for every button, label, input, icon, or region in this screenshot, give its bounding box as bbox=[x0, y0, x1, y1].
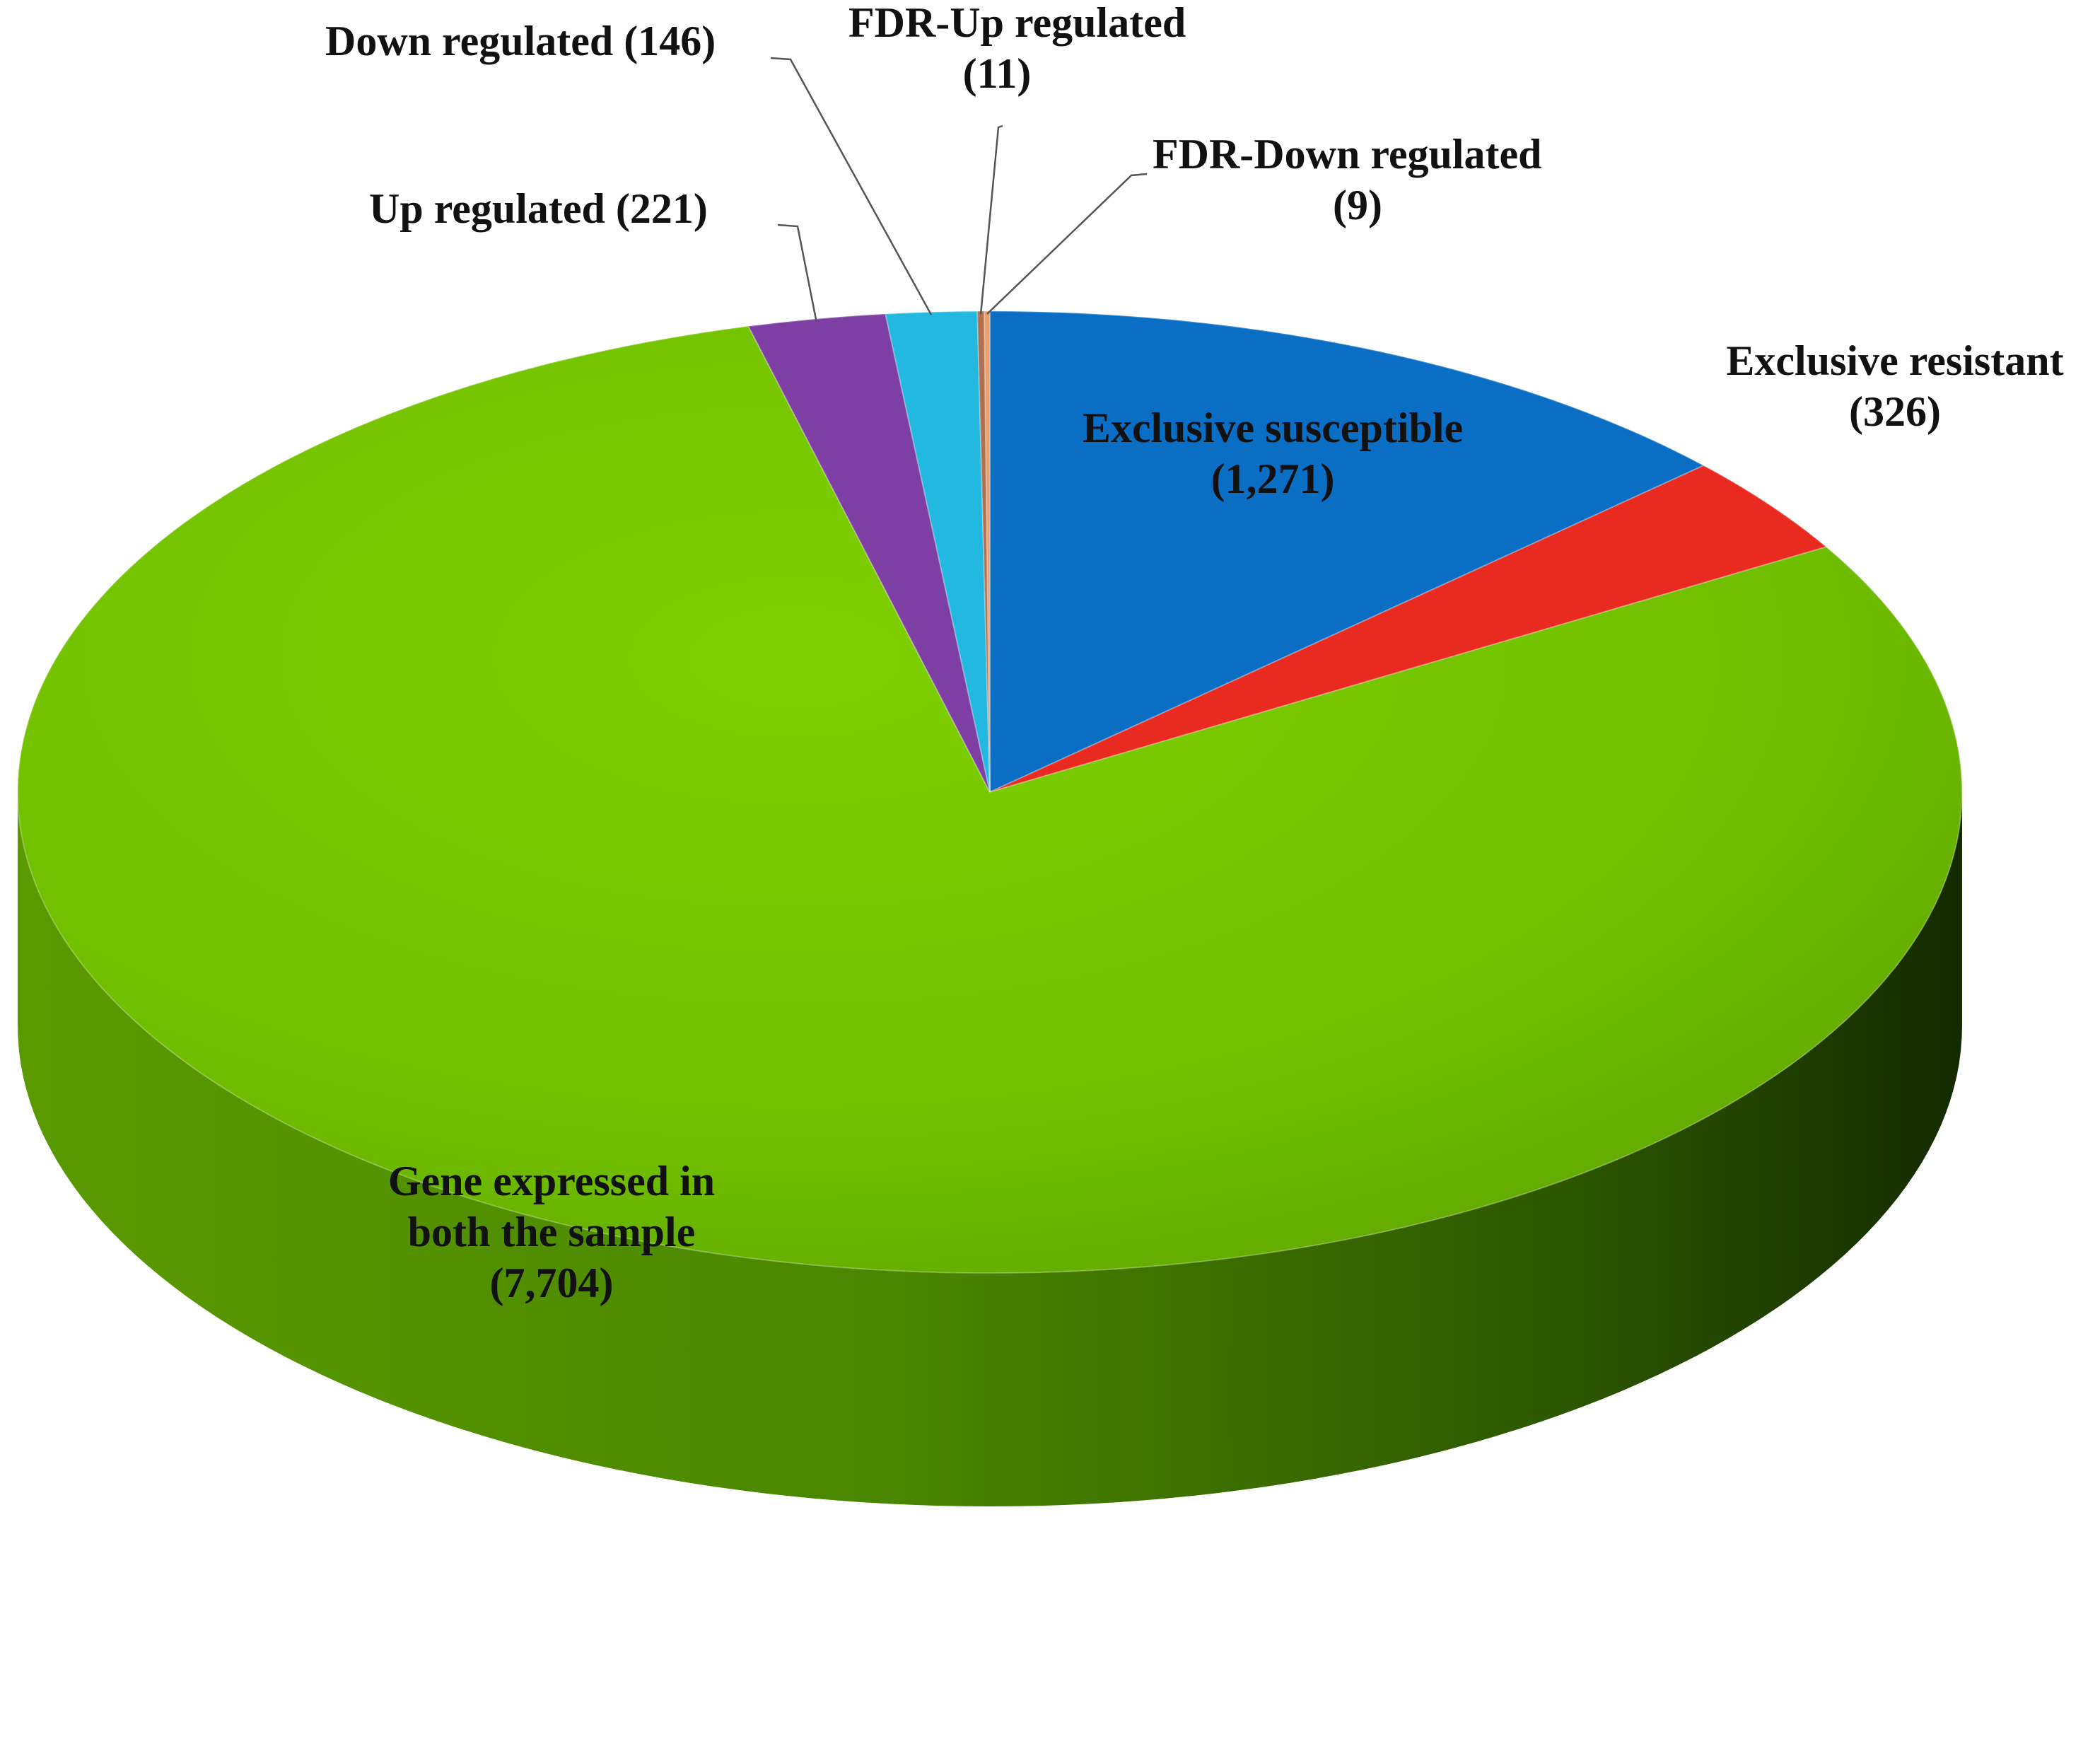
slice-exclusive-susceptible bbox=[989, 310, 1705, 794]
slice-gene-expressed-both bbox=[16, 325, 1963, 1274]
label-gene-expressed-both-line-1: Gene expressed in bbox=[388, 1158, 715, 1204]
pie-side-wall bbox=[18, 792, 1962, 1506]
label-fdr-down-regulated-line-2: (9) bbox=[1333, 182, 1382, 228]
leader-fdr-up-regulated bbox=[979, 124, 1003, 315]
label-fdr-up-regulated-line-2: (11) bbox=[963, 50, 1032, 97]
label-exclusive-susceptible-line-2: (1,271) bbox=[1211, 455, 1335, 502]
label-gene-expressed-both-line-3: (7,704) bbox=[490, 1260, 614, 1306]
label-exclusive-resistant-line-2: (326) bbox=[1849, 388, 1941, 435]
pie-side-wall-path bbox=[18, 792, 1962, 1506]
label-up-regulated-line-1: Up regulated (221) bbox=[369, 185, 708, 232]
leader-down-regulated bbox=[770, 57, 933, 315]
slice-down-regulated bbox=[885, 310, 991, 793]
pie-top-face bbox=[16, 310, 1963, 1274]
label-fdr-up-regulated-line-1: FDR-Up regulated bbox=[848, 0, 1186, 46]
leader-up-regulated bbox=[777, 223, 817, 322]
leader-fdr-down-regulated bbox=[986, 173, 1148, 315]
label-down-regulated-line-1: Down regulated (146) bbox=[325, 18, 716, 64]
slice-labels: Exclusive susceptible(1,271) Exclusive re… bbox=[325, 0, 2064, 1306]
label-exclusive-resistant-line-1: Exclusive resistant bbox=[1726, 337, 2063, 384]
label-gene-expressed-both-line-2: both the sample bbox=[408, 1209, 696, 1255]
callout-leader-lines bbox=[770, 57, 1148, 322]
label-fdr-down-regulated-line-1: FDR-Down regulated bbox=[1153, 131, 1542, 178]
label-exclusive-susceptible-line-1: Exclusive susceptible bbox=[1083, 405, 1463, 451]
slice-exclusive-resistant bbox=[989, 465, 1828, 793]
